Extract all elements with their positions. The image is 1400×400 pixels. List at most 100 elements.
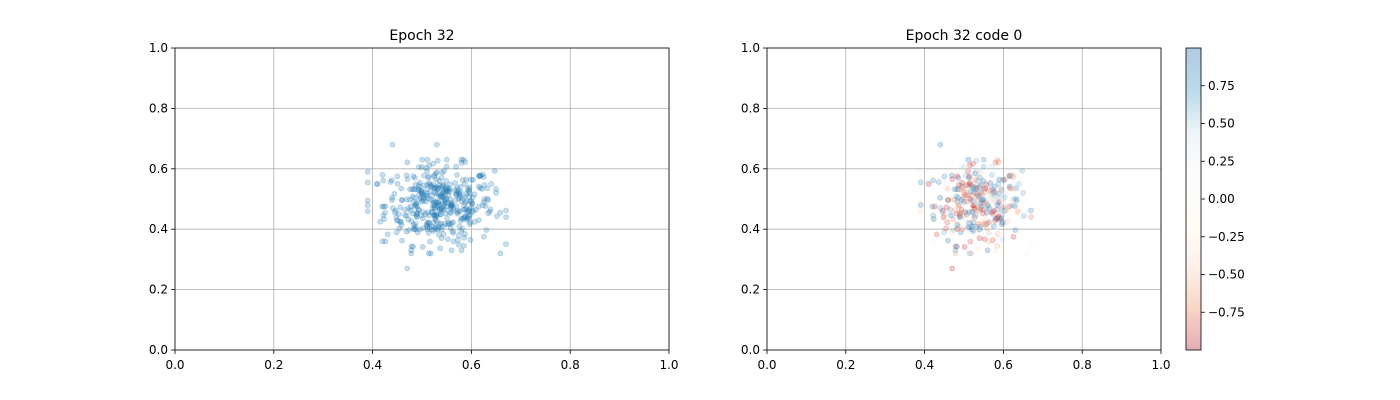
scatter-point bbox=[456, 223, 463, 230]
scatter-point bbox=[998, 208, 1005, 215]
scatter-point bbox=[464, 209, 470, 215]
scatter-point bbox=[964, 192, 971, 199]
scatter-point bbox=[965, 193, 972, 199]
scatter-point bbox=[465, 188, 472, 195]
scatter-point bbox=[439, 186, 446, 193]
scatter-points bbox=[364, 141, 509, 272]
scatter-point bbox=[433, 176, 440, 183]
scatter-point bbox=[459, 225, 466, 232]
scatter-point bbox=[426, 180, 433, 186]
scatter-point bbox=[982, 199, 988, 206]
scatter-point bbox=[1009, 171, 1016, 178]
scatter-point bbox=[394, 180, 401, 187]
scatter-point bbox=[434, 157, 441, 164]
scatter-point bbox=[428, 183, 435, 190]
scatter-point bbox=[957, 213, 963, 220]
scatter-point bbox=[465, 207, 472, 214]
scatter-point bbox=[450, 238, 457, 245]
scatter-point bbox=[973, 190, 980, 197]
scatter-point bbox=[968, 196, 975, 203]
scatter-point bbox=[435, 193, 442, 199]
scatter-point bbox=[415, 206, 422, 213]
scatter-point bbox=[961, 156, 967, 163]
scatter-point bbox=[503, 207, 509, 214]
scatter-point bbox=[479, 171, 486, 178]
scatter-point bbox=[994, 214, 1001, 221]
scatter-point bbox=[988, 203, 995, 210]
scatter-point bbox=[977, 189, 984, 196]
y-tick-label: 1.0 bbox=[741, 41, 760, 55]
scatter-point bbox=[933, 231, 940, 238]
scatter-point bbox=[441, 196, 448, 203]
scatter-point bbox=[441, 198, 448, 205]
scatter-point bbox=[462, 159, 468, 165]
scatter-point bbox=[970, 172, 977, 179]
scatter-point bbox=[965, 222, 971, 229]
scatter-point bbox=[407, 203, 414, 210]
scatter-point bbox=[464, 215, 471, 222]
scatter-point bbox=[447, 220, 453, 227]
scatter-point bbox=[958, 197, 965, 203]
scatter-point bbox=[461, 202, 467, 209]
scatter-point bbox=[412, 223, 419, 230]
scatter-point bbox=[1009, 202, 1016, 209]
scatter-point bbox=[995, 199, 1002, 206]
scatter-point bbox=[964, 221, 971, 228]
scatter-point bbox=[956, 200, 963, 207]
scatter-panel-epoch: Epoch 32 0.0 0.2 0.4 0.6 0.8 1.0 0.0 0.2 0.4 0.6… bbox=[149, 28, 679, 372]
scatter-point bbox=[493, 213, 500, 220]
scatter-point bbox=[466, 212, 473, 219]
scatter-point bbox=[405, 216, 412, 223]
scatter-point bbox=[438, 226, 445, 233]
scatter-point bbox=[954, 173, 960, 180]
scatter-point bbox=[994, 156, 1001, 163]
scatter-point bbox=[404, 159, 411, 166]
scatter-point bbox=[973, 157, 980, 164]
scatter-point bbox=[992, 247, 999, 254]
scatter-point bbox=[463, 176, 470, 183]
scatter-point bbox=[976, 211, 982, 218]
scatter-point bbox=[457, 194, 463, 201]
scatter-point bbox=[399, 197, 406, 203]
scatter-point bbox=[978, 231, 984, 237]
scatter-point bbox=[969, 192, 975, 199]
scatter-point bbox=[480, 199, 487, 206]
scatter-point bbox=[420, 194, 427, 200]
scatter-point bbox=[999, 219, 1006, 226]
scatter-point bbox=[962, 189, 968, 196]
scatter-point bbox=[448, 247, 455, 254]
scatter-point bbox=[956, 226, 962, 233]
scatter-point bbox=[980, 185, 986, 192]
scatter-point bbox=[442, 220, 449, 227]
scatter-point bbox=[970, 160, 976, 167]
scatter-point bbox=[425, 209, 431, 215]
colorbar-tick-label: 0.00 bbox=[1208, 192, 1235, 206]
scatter-point bbox=[461, 234, 467, 241]
scatter-point bbox=[472, 206, 479, 213]
scatter-point bbox=[418, 164, 425, 171]
scatter-point bbox=[1013, 185, 1019, 192]
scatter-point bbox=[980, 187, 987, 194]
scatter-point bbox=[425, 195, 432, 202]
scatter-point bbox=[952, 247, 959, 254]
scatter-point bbox=[971, 202, 978, 209]
colorbar-gradient bbox=[1186, 48, 1201, 350]
scatter-point bbox=[421, 172, 427, 179]
scatter-point bbox=[425, 250, 432, 257]
scatter-point bbox=[413, 213, 420, 220]
scatter-point bbox=[966, 195, 973, 202]
x-tick-label: 0.0 bbox=[757, 358, 776, 372]
scatter-point bbox=[1010, 199, 1016, 206]
scatter-point bbox=[976, 220, 983, 227]
scatter-point bbox=[412, 202, 418, 208]
scatter-point bbox=[466, 221, 473, 228]
scatter-point bbox=[929, 203, 936, 210]
scatter-point bbox=[433, 212, 440, 219]
scatter-point bbox=[986, 229, 992, 236]
scatter-point bbox=[445, 192, 452, 198]
scatter-point bbox=[423, 165, 430, 171]
colorbar-tick-label: −0.25 bbox=[1208, 230, 1245, 244]
scatter-point bbox=[989, 237, 996, 243]
scatter-point bbox=[976, 235, 983, 242]
scatter-point bbox=[467, 236, 474, 243]
